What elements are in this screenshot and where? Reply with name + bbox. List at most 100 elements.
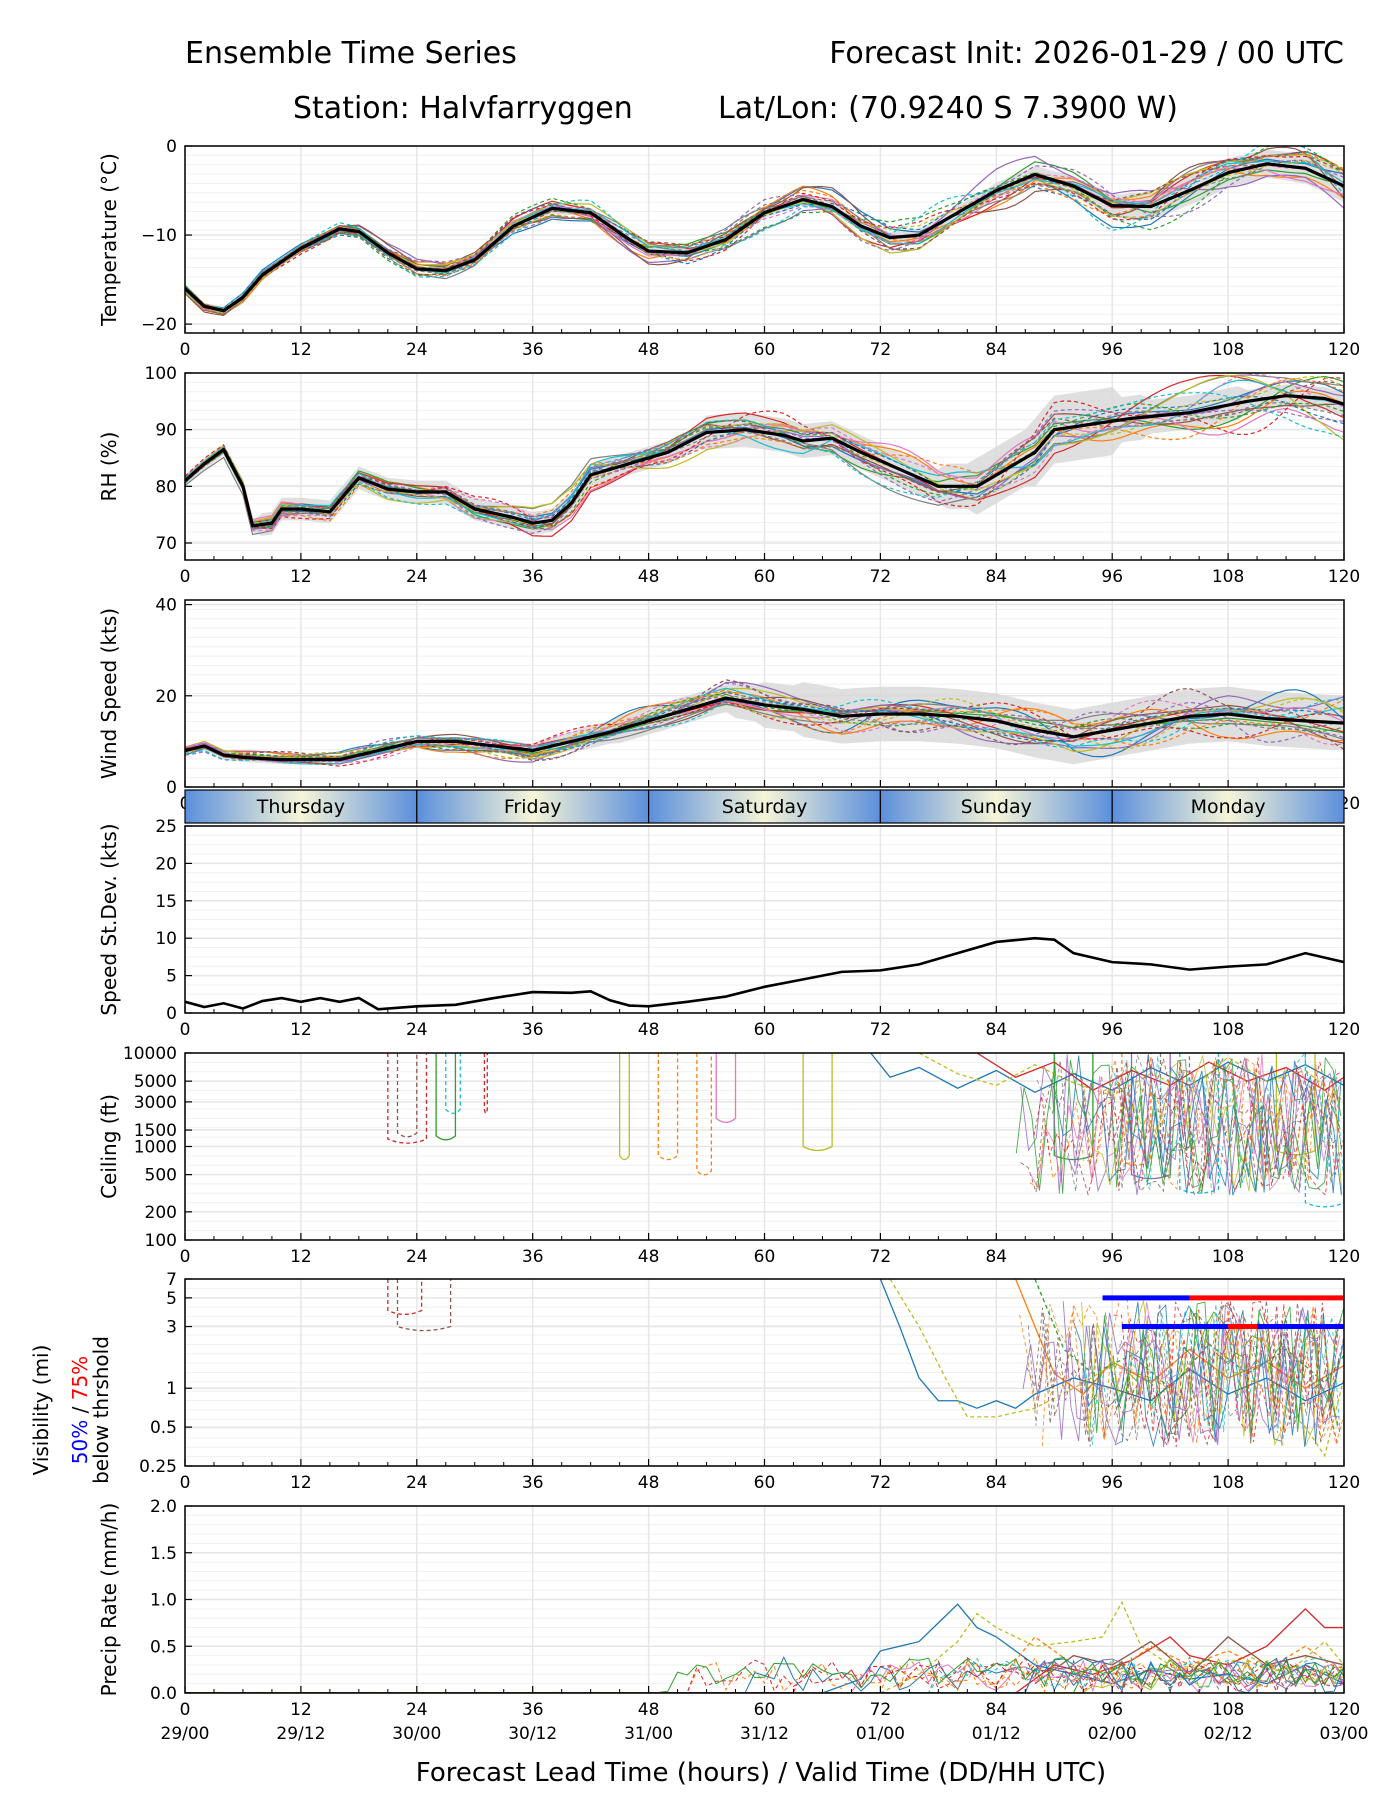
x-tick-label: 36 bbox=[522, 340, 544, 360]
ceiling-member-noise bbox=[1110, 1053, 1344, 1196]
rh-spread-band bbox=[185, 384, 1344, 536]
day-strip: Thursday Friday Saturday Sunday Monday bbox=[184, 789, 1345, 824]
temperature-ylabel: Temperature (°C) bbox=[97, 153, 121, 327]
rh-member-line bbox=[185, 374, 1344, 537]
x-tick-label: 60 bbox=[754, 1473, 776, 1493]
x-tick-label: 96 bbox=[1101, 340, 1123, 360]
x-tick-label: 60 bbox=[754, 1700, 776, 1720]
ceiling-member-noise bbox=[1033, 1057, 1344, 1197]
y-tick-label: 0.5 bbox=[150, 1637, 177, 1657]
temperature-member-line bbox=[185, 159, 1344, 311]
lat-lon: Lat/Lon: (70.9240 S 7.3900 W) bbox=[718, 91, 1178, 126]
vis-label-sep: / bbox=[68, 1400, 92, 1419]
ceiling-member-trace bbox=[918, 1053, 1344, 1103]
valid-time-label: 01/12 bbox=[972, 1724, 1021, 1744]
ceiling-event-trace bbox=[715, 1053, 737, 1123]
x-tick-label: 120 bbox=[1328, 1020, 1360, 1040]
x-tick-label: 120 bbox=[1328, 567, 1360, 587]
valid-time-label: 29/00 bbox=[161, 1724, 210, 1744]
y-tick-label: 70 bbox=[155, 534, 177, 554]
y-tick-label: −20 bbox=[141, 315, 177, 335]
ceiling-member-noise bbox=[1055, 1053, 1342, 1196]
rh-member-line bbox=[185, 378, 1344, 527]
x-tick-label: 72 bbox=[870, 1700, 892, 1720]
x-tick-label: 108 bbox=[1212, 1247, 1244, 1267]
ceiling-event-trace bbox=[396, 1053, 418, 1138]
y-tick-label: 1000 bbox=[134, 1138, 177, 1158]
x-tick-label: 12 bbox=[290, 1473, 312, 1493]
y-tick-label: 100 bbox=[145, 1231, 177, 1251]
x-tick-label: 120 bbox=[1328, 340, 1360, 360]
x-tick-label: 0 bbox=[180, 1020, 191, 1040]
ceiling-event-trace bbox=[387, 1053, 428, 1144]
ceiling-event-trace bbox=[802, 1053, 833, 1152]
x-tick-label: 12 bbox=[290, 567, 312, 587]
x-tick-label: 12 bbox=[290, 1247, 312, 1267]
y-tick-label: 80 bbox=[155, 477, 177, 497]
x-tick-label: 84 bbox=[985, 340, 1007, 360]
y-tick-label: 5 bbox=[166, 1289, 177, 1309]
ceiling-ylabel: Ceiling (ft) bbox=[97, 1094, 121, 1199]
temperature-member-line bbox=[185, 153, 1344, 310]
day-label: Monday bbox=[1191, 796, 1266, 818]
panels: 0 12 24 36 48 60 72 84 96 108 1200−10−20Temperatur… bbox=[97, 137, 1369, 1744]
ceiling-member-noise bbox=[1066, 1058, 1339, 1196]
ceiling-event-trace bbox=[483, 1053, 488, 1114]
x-tick-label: 72 bbox=[870, 1020, 892, 1040]
precip-member-line bbox=[185, 1658, 1344, 1693]
x-tick-label: 12 bbox=[290, 340, 312, 360]
vis-threshold-note: below thrshold bbox=[89, 1336, 113, 1484]
x-tick-label: 84 bbox=[985, 1473, 1007, 1493]
day-cell-thursday bbox=[184, 789, 418, 824]
y-tick-label: 100 bbox=[145, 364, 177, 384]
panel-wind: 0122436486072849610812040200Wind Speed (… bbox=[97, 596, 1360, 814]
ceiling-plot-area bbox=[387, 1053, 1344, 1208]
temperature-member-line bbox=[185, 146, 1344, 309]
x-tick-label: 72 bbox=[870, 1473, 892, 1493]
x-tick-label: 0 bbox=[180, 1247, 191, 1267]
valid-time-label: 03/00 bbox=[1320, 1724, 1369, 1744]
x-tick-label: 48 bbox=[638, 340, 660, 360]
x-tick-label: 48 bbox=[638, 567, 660, 587]
visibility-ylabel: Visibility (mi) bbox=[29, 1345, 53, 1476]
ceiling-member-noise bbox=[1083, 1059, 1340, 1190]
x-tick-label: 24 bbox=[406, 1473, 428, 1493]
panel-precip: 0 12 24 36 48 60 72 84 96 108 120 2.0 1.5 1.0 0.5 0.0 Pr… bbox=[97, 1497, 1369, 1744]
ceiling-event-trace bbox=[1121, 1053, 1152, 1166]
rh-plot-area bbox=[185, 373, 1344, 537]
ceiling-member-noise bbox=[1020, 1054, 1338, 1194]
wind-ensemble-mean bbox=[185, 696, 1344, 762]
x-tick-label: 0 bbox=[180, 1473, 191, 1493]
visibility-member-trace bbox=[889, 1279, 1344, 1458]
y-tick-label: 1.5 bbox=[150, 1544, 177, 1564]
x-tick-label: 96 bbox=[1101, 1020, 1123, 1040]
ceiling-event-trace bbox=[618, 1053, 630, 1161]
y-tick-label: 1500 bbox=[134, 1121, 177, 1141]
wind-member-line bbox=[185, 701, 1344, 767]
y-tick-label: 1.0 bbox=[150, 1591, 177, 1611]
visibility-event-trace bbox=[396, 1279, 452, 1332]
temperature-member-line bbox=[185, 146, 1344, 312]
x-tick-label: 36 bbox=[522, 1473, 544, 1493]
x-tick-label: 36 bbox=[522, 567, 544, 587]
x-tick-label: 72 bbox=[870, 1247, 892, 1267]
day-label: Friday bbox=[504, 796, 562, 818]
y-tick-label: 25 bbox=[155, 817, 177, 837]
y-tick-label: 1 bbox=[166, 1379, 177, 1399]
temperature-member-line bbox=[185, 154, 1344, 312]
rh-member-line bbox=[185, 375, 1344, 522]
ceiling-member-noise bbox=[1115, 1058, 1341, 1192]
x-tick-label: 72 bbox=[870, 567, 892, 587]
x-tick-label: 48 bbox=[638, 1020, 660, 1040]
precip-ylabel: Precip Rate (mm/h) bbox=[97, 1503, 121, 1697]
x-tick-label: 120 bbox=[1328, 1247, 1360, 1267]
vis-threshold-legend: 50% / 75% bbox=[68, 1356, 92, 1464]
precip-member-trace bbox=[1034, 1636, 1344, 1685]
x-tick-label: 120 bbox=[1328, 1473, 1360, 1493]
valid-time-label: 01/00 bbox=[856, 1724, 905, 1744]
precip-member-line bbox=[185, 1659, 1344, 1693]
day-label: Thursday bbox=[256, 796, 345, 818]
y-tick-label: 2.0 bbox=[150, 1497, 177, 1517]
rh-member-line bbox=[185, 391, 1344, 524]
visibility-member-noise bbox=[1038, 1304, 1342, 1444]
